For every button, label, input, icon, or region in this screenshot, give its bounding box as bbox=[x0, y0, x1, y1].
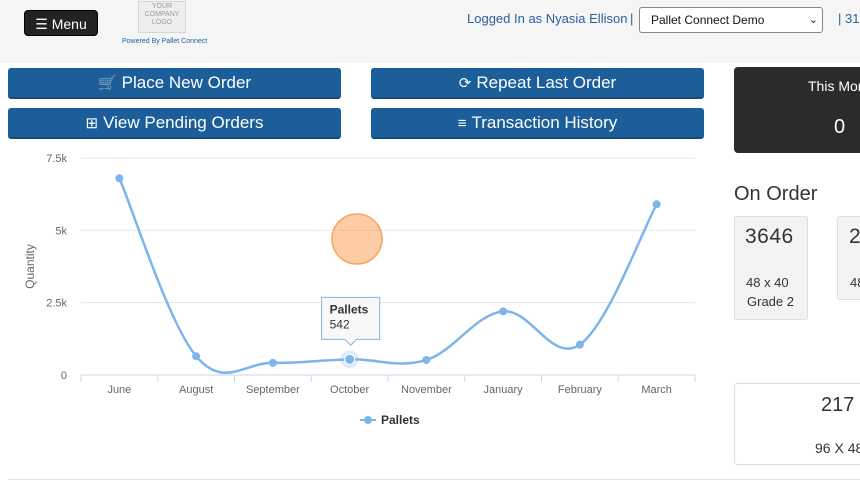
menu-button[interactable]: ☰ Menu bbox=[24, 10, 98, 36]
date-fragment: | 31 bbox=[838, 11, 860, 26]
divider bbox=[8, 479, 860, 480]
this-month-label: This Mon bbox=[808, 78, 860, 94]
data-point bbox=[344, 353, 356, 365]
pallets-line-chart[interactable]: 0 2.5k 5k 7.5k June August September October Nov… bbox=[0, 146, 710, 441]
this-month-panel: This Mon 0 bbox=[734, 67, 860, 153]
separator: | bbox=[630, 11, 634, 26]
order-quantity: 3646 bbox=[745, 225, 794, 248]
top-navbar: ☰ Menu YOUR COMPANY LOGO Powered By Pall… bbox=[0, 0, 860, 63]
on-order-card[interactable]: 2 48 bbox=[837, 216, 860, 300]
menu-label: Menu bbox=[51, 16, 87, 32]
x-tick-label: January bbox=[484, 384, 524, 396]
data-point bbox=[268, 358, 277, 367]
y-tick-label: 2.5k bbox=[46, 298, 67, 310]
logo-line-3: LOGO bbox=[151, 19, 173, 26]
y-tick-label: 7.5k bbox=[46, 153, 67, 165]
tooltip-value: 542 bbox=[330, 317, 350, 331]
inventory-size: 96 X 48 bbox=[815, 440, 860, 456]
x-tick-label: August bbox=[179, 384, 213, 396]
data-point bbox=[575, 340, 584, 349]
y-tick-label: 0 bbox=[61, 370, 67, 382]
company-select-value: Pallet Connect Demo bbox=[651, 13, 765, 27]
hamburger-icon: ☰ bbox=[35, 16, 48, 32]
refresh-icon: ⟳ bbox=[458, 75, 472, 92]
inventory-quantity: 217 bbox=[821, 394, 855, 416]
transaction-history-label: Transaction History bbox=[471, 113, 618, 132]
order-quantity: 2 bbox=[849, 225, 860, 248]
pallet-size: 48 x 40 bbox=[746, 275, 789, 290]
pallet-grade: Grade 2 bbox=[747, 294, 794, 309]
on-order-title: On Order bbox=[734, 183, 818, 205]
view-pending-orders-button[interactable]: ⊞ View Pending Orders bbox=[8, 108, 341, 139]
inventory-card[interactable]: 217 96 X 48 bbox=[734, 383, 860, 465]
data-point bbox=[499, 307, 508, 316]
company-select[interactable]: Pallet Connect Demo ⌄ bbox=[639, 7, 823, 33]
table-icon: ⊞ bbox=[85, 115, 99, 132]
shopping-cart-icon: 🛒 bbox=[97, 75, 117, 92]
repeat-last-order-button[interactable]: ⟳ Repeat Last Order bbox=[371, 68, 704, 99]
pallet-size: 48 bbox=[850, 275, 860, 290]
y-tick-label: 5k bbox=[55, 225, 67, 237]
x-tick-label: November bbox=[401, 384, 452, 396]
tooltip-series: Pallets bbox=[330, 302, 369, 316]
data-point bbox=[422, 355, 431, 364]
company-logo[interactable]: YOUR COMPANY LOGO bbox=[138, 1, 186, 33]
chevron-down-icon: ⌄ bbox=[808, 14, 818, 26]
transaction-history-button[interactable]: ≡ Transaction History bbox=[371, 108, 704, 139]
powered-by-text: Powered By Pallet Connect bbox=[122, 38, 208, 45]
place-new-order-label: Place New Order bbox=[121, 73, 252, 92]
bar-chart-icon: ≡ bbox=[457, 115, 467, 132]
data-point bbox=[115, 174, 124, 183]
logo-line-1: YOUR bbox=[151, 3, 173, 10]
legend-label: Pallets bbox=[381, 413, 420, 427]
legend-marker bbox=[364, 416, 372, 424]
data-point bbox=[652, 200, 661, 209]
x-tick-label: June bbox=[107, 384, 131, 396]
data-point bbox=[192, 352, 201, 361]
tooltip-box bbox=[321, 296, 381, 347]
view-pending-orders-label: View Pending Orders bbox=[103, 113, 264, 132]
on-order-card[interactable]: 3646 48 x 40 Grade 2 bbox=[734, 216, 808, 320]
repeat-last-order-label: Repeat Last Order bbox=[476, 73, 617, 92]
y-axis-title: Quantity bbox=[23, 244, 37, 289]
cursor-highlight bbox=[331, 213, 383, 265]
logo-line-2: COMPANY bbox=[144, 11, 180, 18]
place-new-order-button[interactable]: 🛒 Place New Order bbox=[8, 68, 341, 99]
logged-in-user[interactable]: Logged In as Nyasia Ellison bbox=[467, 11, 628, 26]
this-month-value: 0 bbox=[834, 116, 846, 138]
x-tick-label: March bbox=[641, 384, 672, 396]
x-tick-label: September bbox=[246, 384, 300, 396]
x-tick-label: February bbox=[558, 384, 603, 396]
x-tick-label: October bbox=[330, 384, 369, 396]
